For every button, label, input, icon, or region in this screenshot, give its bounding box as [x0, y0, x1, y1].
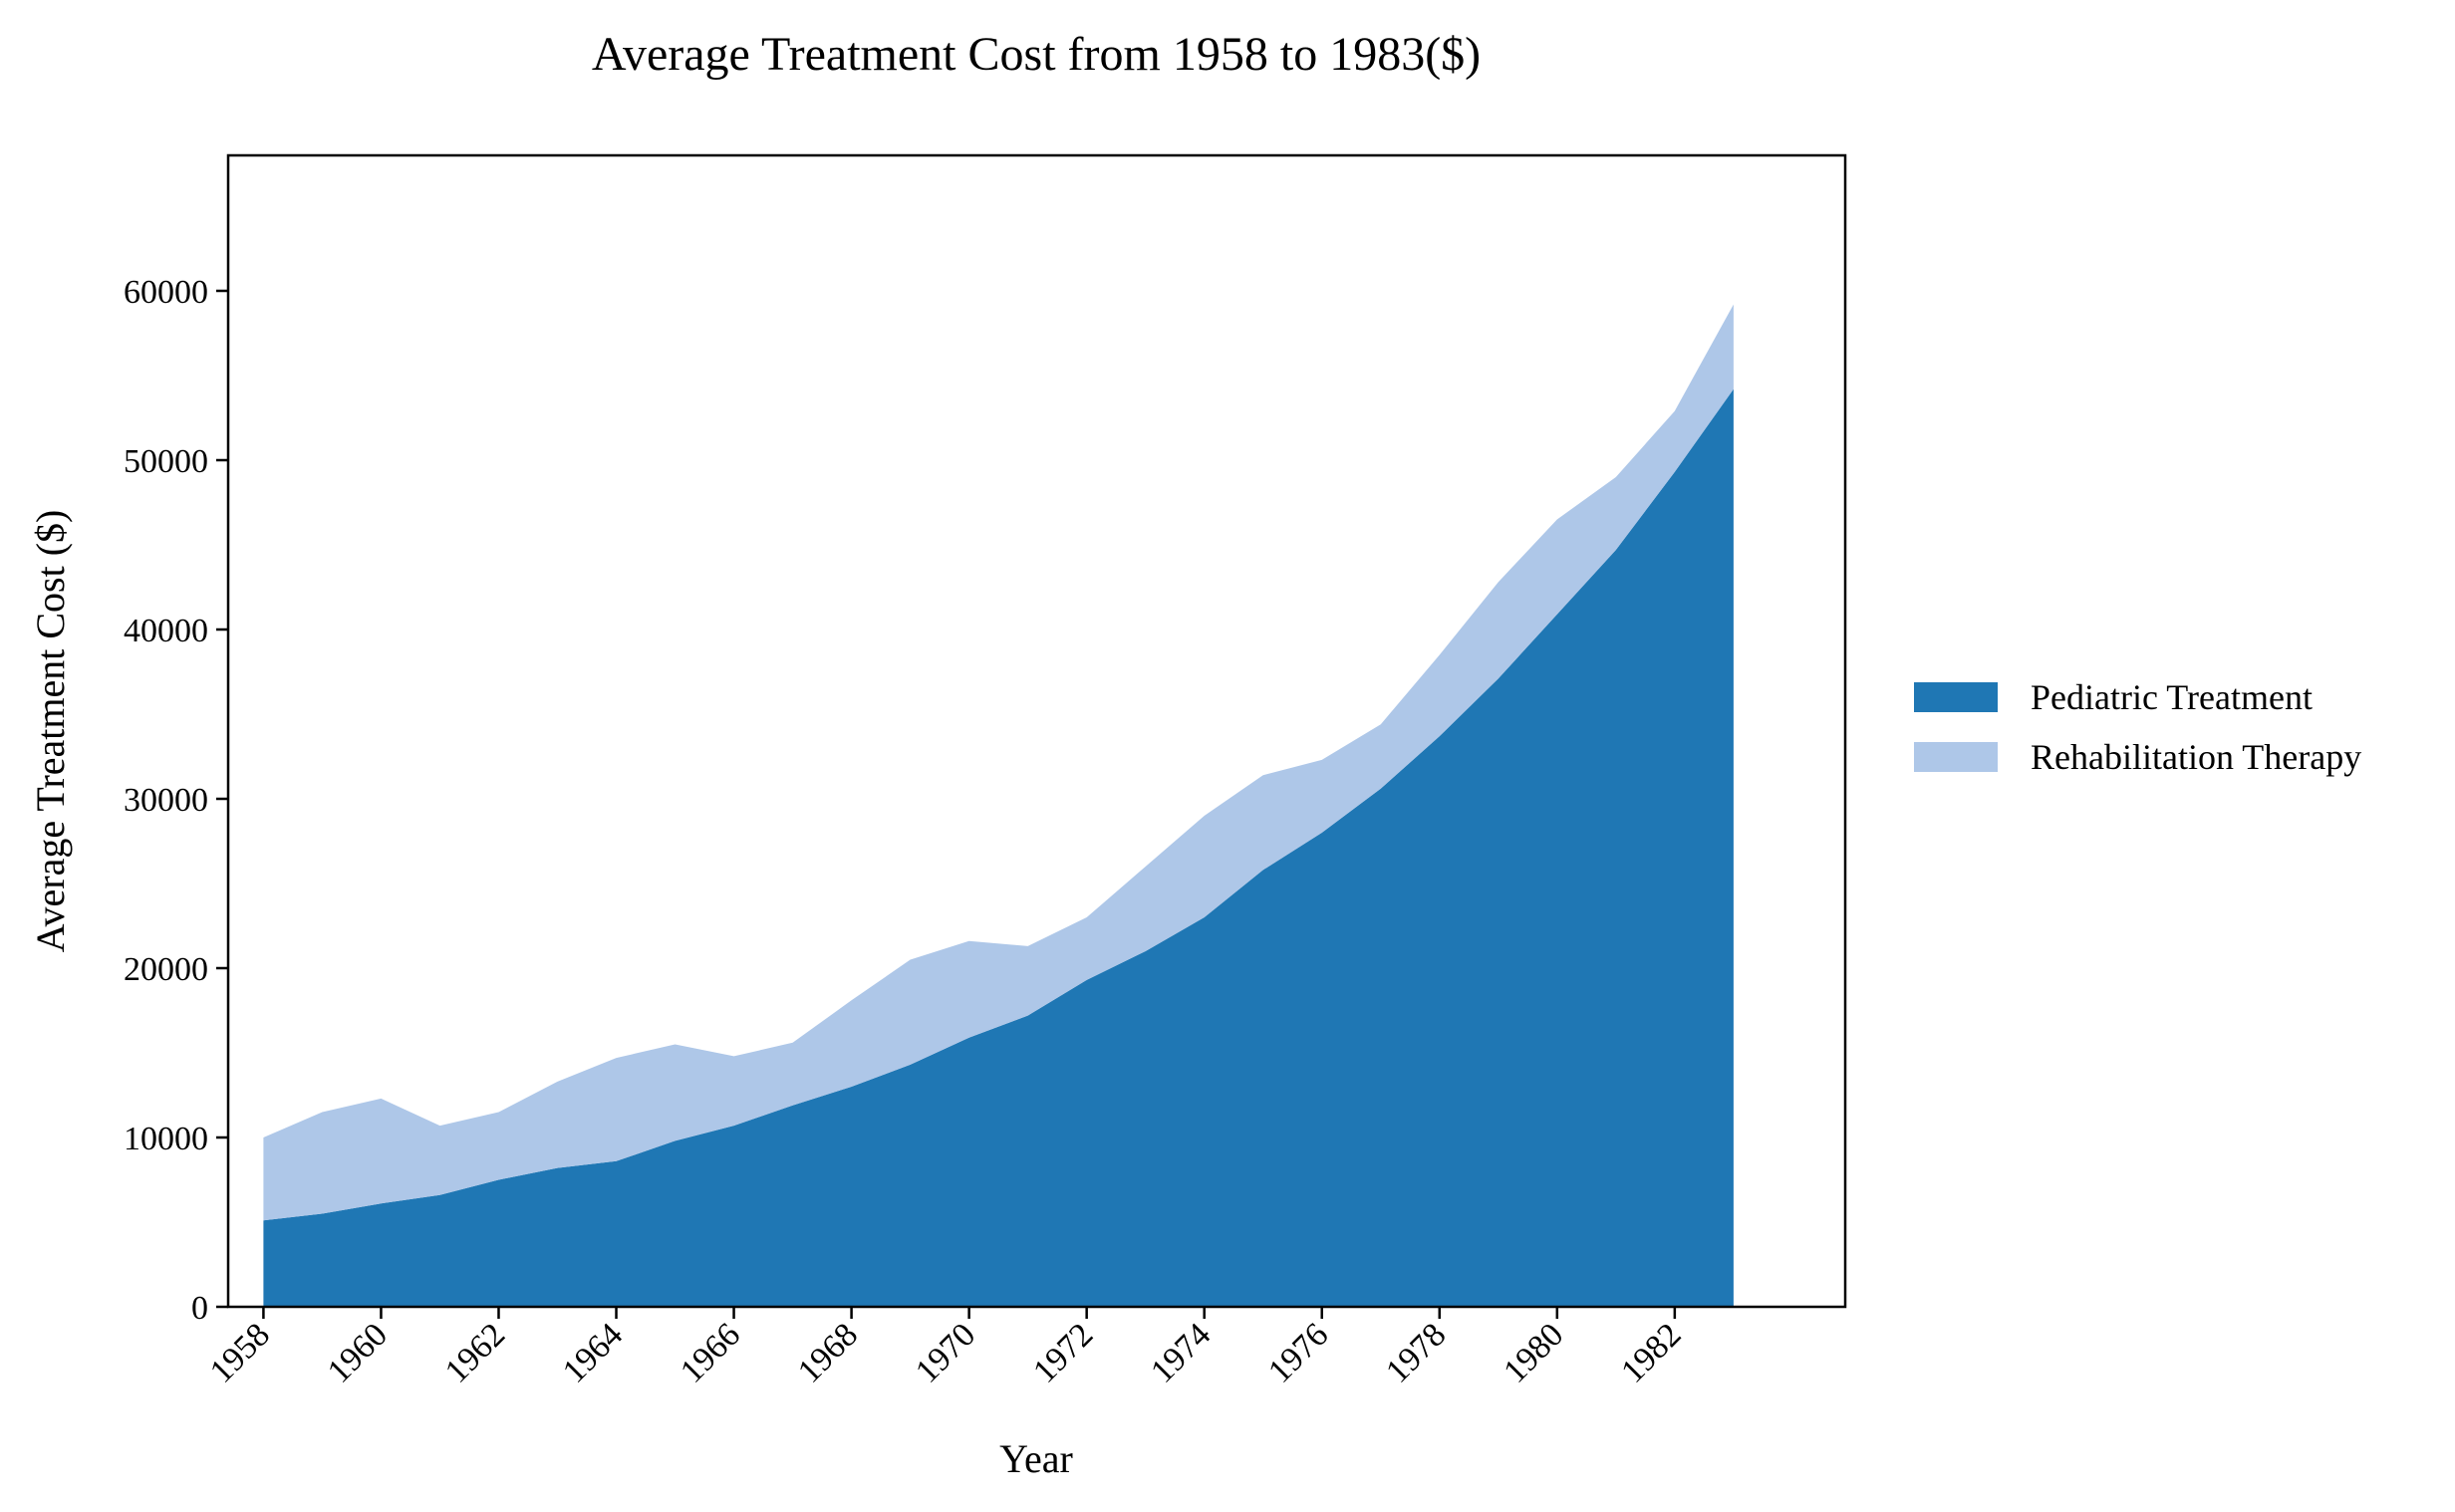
x-tick-label: 1968	[791, 1316, 865, 1389]
legend-swatch-pediatric	[1914, 682, 1998, 712]
y-axis-ticks: 0 10000 20000 30000 40000 50000 60000	[124, 274, 228, 1327]
legend-label-pediatric: Pediatric Treatment	[2031, 677, 2313, 717]
series-areas	[263, 304, 1734, 1308]
chart-title: Average Treatment Cost from 1958 to 1983…	[592, 28, 1481, 81]
legend-label-rehabilitation: Rehabilitation Therapy	[2031, 737, 2361, 777]
x-tick-label: 1976	[1261, 1316, 1335, 1389]
x-tick-label: 1966	[674, 1316, 747, 1389]
x-tick-label: 1962	[438, 1316, 512, 1389]
area-pediatric-treatment	[263, 388, 1734, 1308]
legend-swatch-rehabilitation	[1914, 742, 1998, 772]
x-tick-label: 1972	[1026, 1316, 1100, 1389]
plot-frame	[226, 153, 1847, 1309]
y-tick-label: 0	[191, 1290, 208, 1327]
x-tick-label: 1964	[556, 1316, 630, 1389]
y-axis-label: Average Treatment Cost ($)	[28, 510, 73, 953]
x-tick-label: 1982	[1614, 1316, 1688, 1389]
x-tick-label: 1970	[909, 1316, 982, 1389]
x-tick-label: 1978	[1379, 1316, 1453, 1389]
x-tick-label: 1980	[1497, 1316, 1570, 1389]
x-axis-ticks: 1958 1960 1962 1964 1966 1968 1970 1972 1974 1976…	[203, 1307, 1689, 1390]
x-axis-label: Year	[999, 1436, 1073, 1481]
y-tick-label: 10000	[124, 1121, 208, 1157]
y-tick-label: 20000	[124, 951, 208, 988]
x-tick-label: 1958	[203, 1316, 277, 1389]
y-tick-label: 50000	[124, 443, 208, 480]
x-tick-label: 1960	[321, 1316, 395, 1389]
area-rehabilitation-therapy	[263, 304, 1734, 1221]
y-tick-label: 30000	[124, 782, 208, 819]
legend: Pediatric Treatment Rehabilitation Thera…	[1914, 677, 2361, 777]
y-tick-label: 40000	[124, 613, 208, 649]
y-tick-label: 60000	[124, 274, 208, 311]
x-tick-label: 1974	[1144, 1316, 1218, 1389]
plot-area	[226, 153, 1847, 1309]
